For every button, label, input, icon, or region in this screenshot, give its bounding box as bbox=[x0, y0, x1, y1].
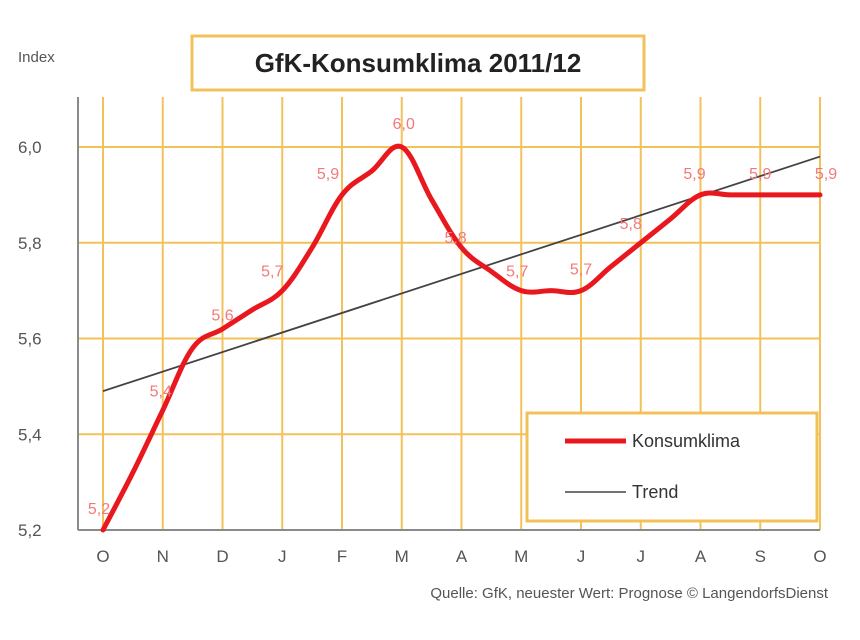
title-box: GfK-Konsumklima 2011/12 bbox=[190, 34, 646, 92]
legend: Konsumklima Trend bbox=[525, 411, 819, 523]
legend-entry-konsumklima: Konsumklima bbox=[632, 431, 741, 451]
x-tick-label: N bbox=[157, 547, 169, 566]
x-tick-label: S bbox=[755, 547, 766, 566]
data-label: 5,9 bbox=[815, 166, 837, 183]
data-label: 5,7 bbox=[570, 262, 592, 279]
y-tick-label: 5,2 bbox=[18, 521, 42, 540]
data-label: 5,9 bbox=[683, 166, 705, 183]
x-tick-label: M bbox=[395, 547, 409, 566]
x-tick-label: M bbox=[514, 547, 528, 566]
data-labels: 5,2 5,4 5,6 5,7 5,9 6,0 5,8 5,7 5,7 5,8 5,9 5,9 5,9 bbox=[88, 116, 837, 518]
x-tick-label: O bbox=[813, 547, 826, 566]
y-axis-label: Index bbox=[18, 49, 55, 66]
y-tick-label: 6,0 bbox=[18, 138, 42, 157]
x-tick-label: A bbox=[456, 547, 468, 566]
chart-title: GfK-Konsumklima 2011/12 bbox=[255, 48, 582, 78]
x-tick-label: A bbox=[695, 547, 707, 566]
y-tick-label: 5,8 bbox=[18, 234, 42, 253]
data-label: 5,7 bbox=[261, 264, 283, 281]
data-label: 5,9 bbox=[749, 166, 771, 183]
data-label: 5,2 bbox=[88, 501, 110, 518]
konsumklima-line bbox=[100, 143, 823, 533]
data-label: 6,0 bbox=[393, 116, 415, 133]
x-tick-label: D bbox=[216, 547, 228, 566]
legend-frame bbox=[525, 411, 819, 523]
source-note: Quelle: GfK, neuester Wert: Prognose © L… bbox=[430, 585, 828, 602]
data-label: 5,8 bbox=[444, 230, 466, 247]
x-tick-label: J bbox=[637, 547, 646, 566]
data-label: 5,6 bbox=[211, 308, 233, 325]
axes: 5,2 5,4 5,6 5,8 6,0 O N D J F M A M J J A S O bbox=[18, 97, 827, 566]
data-label: 5,7 bbox=[506, 264, 528, 281]
konsumklima-series bbox=[100, 143, 823, 533]
x-tick-label: J bbox=[278, 547, 287, 566]
data-label: 5,4 bbox=[150, 383, 172, 400]
data-label: 5,9 bbox=[317, 166, 339, 183]
x-tick-label: J bbox=[577, 547, 586, 566]
title-frame bbox=[190, 34, 646, 92]
y-tick-label: 5,6 bbox=[18, 330, 42, 349]
data-label: 5,8 bbox=[620, 216, 642, 233]
y-tick-label: 5,4 bbox=[18, 425, 42, 444]
x-tick-label: O bbox=[96, 547, 109, 566]
legend-entry-trend: Trend bbox=[632, 482, 678, 502]
x-tick-label: F bbox=[337, 547, 347, 566]
